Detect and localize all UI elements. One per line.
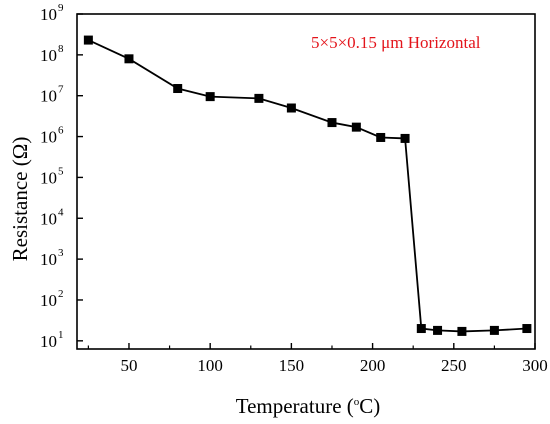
data-point-marker: [286, 103, 296, 113]
data-point-marker: [489, 325, 499, 335]
x-tick-label: 300: [522, 356, 548, 375]
annotation-label: 5×5×0.15 μm Horizontal: [311, 33, 481, 52]
data-point-marker: [254, 93, 264, 103]
x-axis-title-superscript: o: [354, 396, 360, 408]
data-point-marker: [327, 118, 337, 128]
y-tick-label: 10: [40, 332, 57, 351]
data-point-marker: [124, 54, 134, 64]
data-point-marker: [522, 324, 532, 334]
axis-ticks: [77, 13, 536, 349]
y-tick-label: 10: [40, 291, 57, 310]
y-tick-label: 10: [40, 209, 57, 228]
data-point-marker: [433, 325, 443, 335]
plot-frame: [76, 13, 536, 350]
data-point-marker: [457, 326, 467, 336]
y-axis-title: Resistance (Ω): [8, 137, 32, 262]
series-line: [87, 39, 527, 333]
y-tick-exponent: 1: [58, 329, 64, 341]
y-tick-label: 10: [40, 128, 57, 147]
y-tick-exponent: 7: [58, 84, 64, 96]
y-tick-exponent: 4: [58, 206, 64, 218]
y-tick-label: 10: [40, 250, 57, 269]
data-series: [83, 35, 532, 336]
x-tick-label: 150: [279, 356, 305, 375]
x-tick-label: 50: [120, 356, 137, 375]
x-tick-label: 250: [441, 356, 467, 375]
data-point-marker: [83, 35, 93, 45]
x-axis-title: Temperature (oC): [236, 394, 381, 418]
x-tick-label: 200: [360, 356, 386, 375]
y-tick-label: 10: [40, 87, 57, 106]
y-tick-label: 10: [40, 46, 57, 65]
y-tick-exponent: 5: [58, 165, 64, 177]
data-point-marker: [400, 133, 410, 143]
y-tick-exponent: 9: [58, 2, 64, 14]
y-tick-label: 10: [40, 168, 57, 187]
x-tick-label: 100: [197, 356, 223, 375]
data-point-marker: [205, 92, 215, 102]
data-point-marker: [173, 84, 183, 94]
data-point-marker: [416, 324, 426, 334]
y-tick-exponent: 8: [58, 43, 64, 55]
y-tick-exponent: 6: [58, 125, 64, 137]
y-tick-exponent: 3: [58, 247, 64, 259]
data-point-marker: [376, 132, 386, 142]
y-tick-label: 10: [40, 5, 57, 24]
y-tick-exponent: 2: [58, 288, 64, 300]
data-point-marker: [351, 122, 361, 132]
